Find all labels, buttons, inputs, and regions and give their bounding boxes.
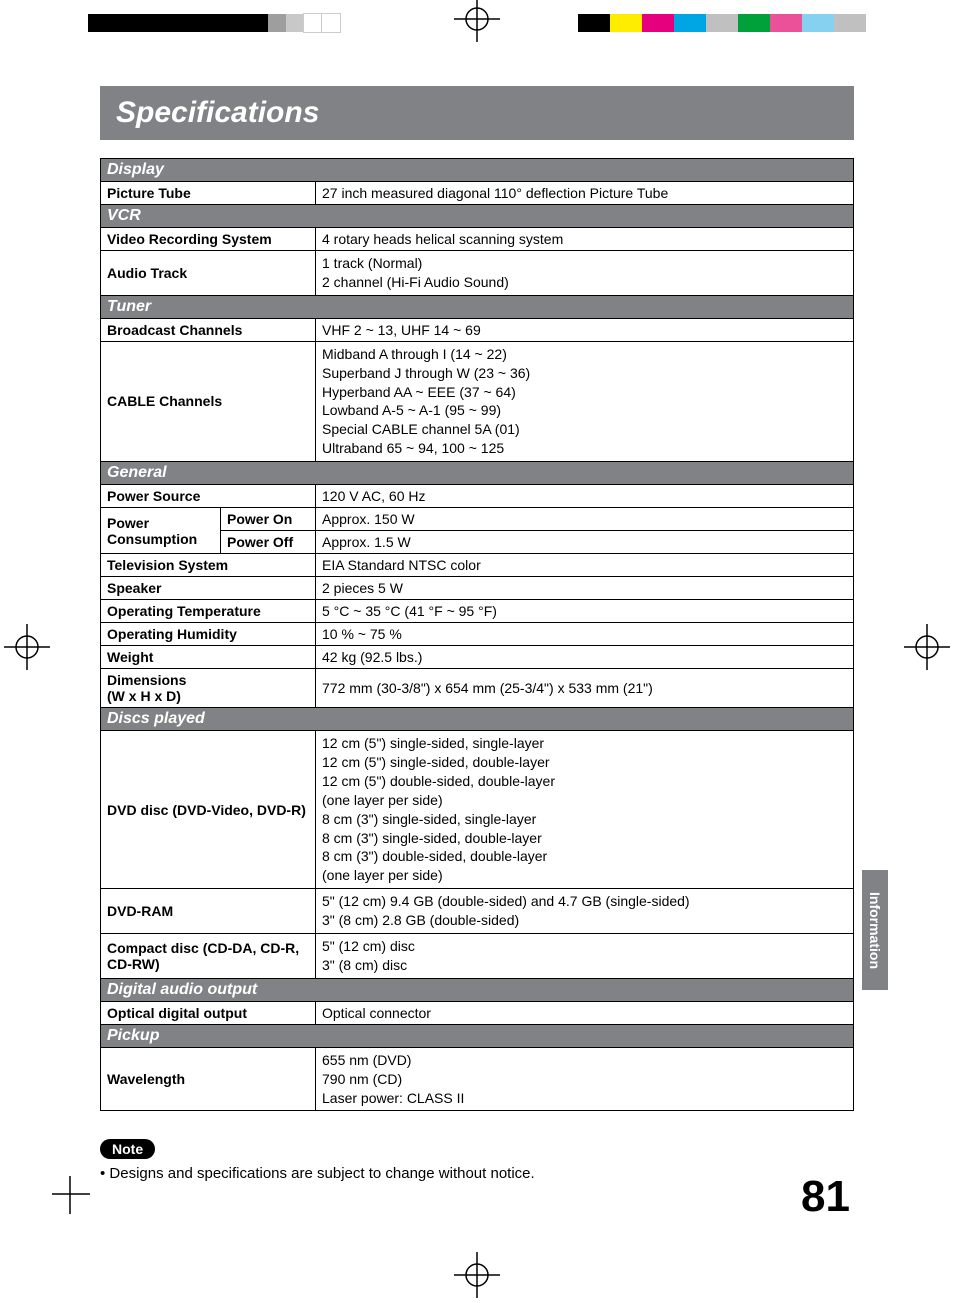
spec-value: 10 % ~ 75 %: [316, 623, 854, 646]
spec-label: Optical digital output: [101, 1001, 316, 1024]
spec-label: Dimensions (W x H x D): [101, 669, 316, 708]
registration-mark-top: [454, 0, 500, 42]
section-heading: VCR: [101, 205, 854, 228]
spec-label: Picture Tube: [101, 182, 316, 205]
page-number: 81: [801, 1172, 850, 1222]
spec-sublabel: Power On: [221, 508, 316, 531]
page-content: Specifications DisplayPicture Tube27 inc…: [100, 86, 854, 1182]
spec-value: 1 track (Normal) 2 channel (Hi-Fi Audio …: [316, 251, 854, 296]
section-heading: Tuner: [101, 295, 854, 318]
color-calibration-strip: [578, 14, 866, 32]
note-badge: Note: [100, 1139, 155, 1159]
spec-value: 772 mm (30-3/8ʺ) x 654 mm (25-3/4ʺ) x 53…: [316, 669, 854, 708]
spec-value: 120 V AC, 60 Hz: [316, 485, 854, 508]
spec-value: 12 cm (5ʺ) single-sided, single-layer 12…: [316, 731, 854, 889]
section-heading: Display: [101, 159, 854, 182]
spec-value: Approx. 150 W: [316, 508, 854, 531]
page-title: Specifications: [100, 86, 854, 140]
spec-label: Power Consumption: [101, 508, 221, 554]
section-tab-information: Information: [862, 870, 888, 990]
spec-label: Broadcast Channels: [101, 318, 316, 341]
spec-value: 4 rotary heads helical scanning system: [316, 228, 854, 251]
spec-label: Weight: [101, 646, 316, 669]
spec-label: Speaker: [101, 577, 316, 600]
crop-mark-icon: [52, 1176, 102, 1226]
specifications-table: DisplayPicture Tube27 inch measured diag…: [100, 158, 854, 1111]
section-heading: Pickup: [101, 1024, 854, 1047]
spec-sublabel: Power Off: [221, 531, 316, 554]
spec-value: Approx. 1.5 W: [316, 531, 854, 554]
spec-value: 5 °C ~ 35 °C (41 °F ~ 95 °F): [316, 600, 854, 623]
spec-label: Wavelength: [101, 1047, 316, 1111]
registration-mark-left: [4, 624, 50, 670]
spec-label: Television System: [101, 554, 316, 577]
spec-value: 655 nm (DVD) 790 nm (CD) Laser power: CL…: [316, 1047, 854, 1111]
registration-mark-right: [904, 624, 950, 670]
registration-mark-bottom: [454, 1252, 500, 1298]
spec-value: 42 kg (92.5 lbs.): [316, 646, 854, 669]
spec-label: Operating Temperature: [101, 600, 316, 623]
spec-label: Compact disc (CD-DA, CD-R, CD-RW): [101, 934, 316, 979]
spec-value: 2 pieces 5 W: [316, 577, 854, 600]
spec-value: VHF 2 ~ 13, UHF 14 ~ 69: [316, 318, 854, 341]
spec-value: 5ʺ (12 cm) 9.4 GB (double-sided) and 4.7…: [316, 889, 854, 934]
spec-value: 27 inch measured diagonal 110° deflectio…: [316, 182, 854, 205]
section-heading: Digital audio output: [101, 978, 854, 1001]
spec-label: CABLE Channels: [101, 341, 316, 461]
spec-label: DVD-RAM: [101, 889, 316, 934]
spec-value: 5ʺ (12 cm) disc 3ʺ (8 cm) disc: [316, 934, 854, 979]
spec-label: Power Source: [101, 485, 316, 508]
bw-calibration-strip: [88, 14, 340, 32]
section-heading: Discs played: [101, 708, 854, 731]
spec-label: Operating Humidity: [101, 623, 316, 646]
spec-value: Optical connector: [316, 1001, 854, 1024]
spec-label: Video Recording System: [101, 228, 316, 251]
spec-value: Midband A through I (14 ~ 22) Superband …: [316, 341, 854, 461]
spec-value: EIA Standard NTSC color: [316, 554, 854, 577]
note-text: • Designs and specifications are subject…: [100, 1165, 854, 1182]
spec-label: Audio Track: [101, 251, 316, 296]
spec-label: DVD disc (DVD-Video, DVD-R): [101, 731, 316, 889]
section-heading: General: [101, 462, 854, 485]
